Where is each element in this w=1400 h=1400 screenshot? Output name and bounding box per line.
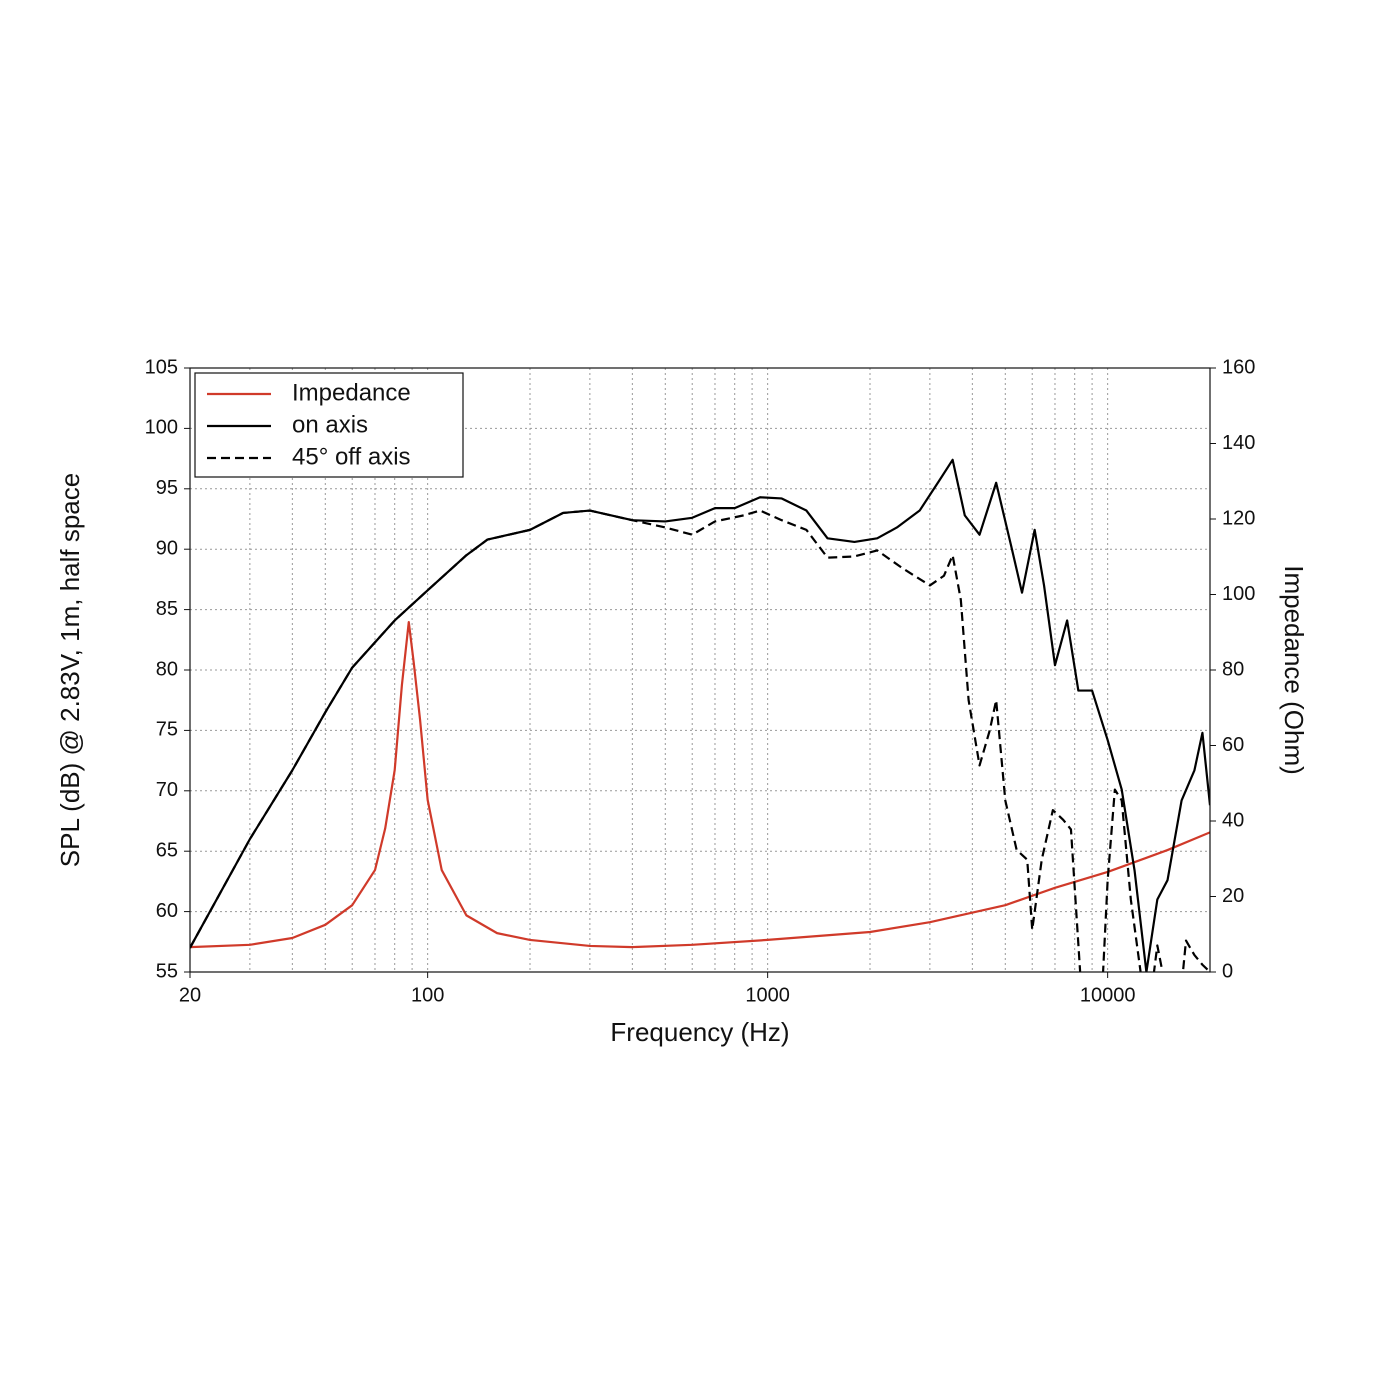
series-line (190, 620, 1210, 949)
y-tick-label: 65 (156, 839, 178, 861)
y-tick-label: 90 (156, 537, 178, 559)
y2-tick-label: 0 (1222, 960, 1233, 982)
y2-tick-label: 60 (1222, 734, 1244, 756)
y2-tick-label: 40 (1222, 809, 1244, 831)
y-tick-label: 80 (156, 658, 178, 680)
y2-tick-label: 140 (1222, 432, 1255, 454)
y-tick-label: 100 (145, 417, 178, 439)
y-tick-label: 105 (145, 356, 178, 378)
legend-label: on axis (292, 411, 368, 438)
x-tick-label: 1000 (745, 984, 790, 1006)
y2-tick-label: 160 (1222, 356, 1255, 378)
y-tick-label: 75 (156, 719, 178, 741)
series-line (190, 509, 1210, 972)
y2-tick-label: 80 (1222, 658, 1244, 680)
x-tick-label: 20 (179, 984, 201, 1006)
y-tick-label: 60 (156, 900, 178, 922)
y2-tick-label: 120 (1222, 507, 1255, 529)
x-tick-label: 10000 (1080, 984, 1136, 1006)
y2-tick-label: 20 (1222, 885, 1244, 907)
plot-frame (189, 367, 1211, 973)
y-tick-label: 85 (156, 598, 178, 620)
y2-axis-label: Impedance (Ohm) (1279, 565, 1309, 775)
plot-lines (190, 458, 1210, 972)
x-tick-label: 100 (411, 984, 444, 1006)
y-tick-label: 70 (156, 779, 178, 801)
y2-tick-label: 100 (1222, 583, 1255, 605)
y-tick-label: 95 (156, 477, 178, 499)
y-axis-label: SPL (dB) @ 2.83V, 1m, half space (55, 473, 85, 867)
legend-label: 45° off axis (292, 443, 411, 470)
legend-label: Impedance (292, 379, 411, 406)
y-tick-label: 55 (156, 960, 178, 982)
x-axis-label: Frequency (Hz) (610, 1017, 789, 1047)
